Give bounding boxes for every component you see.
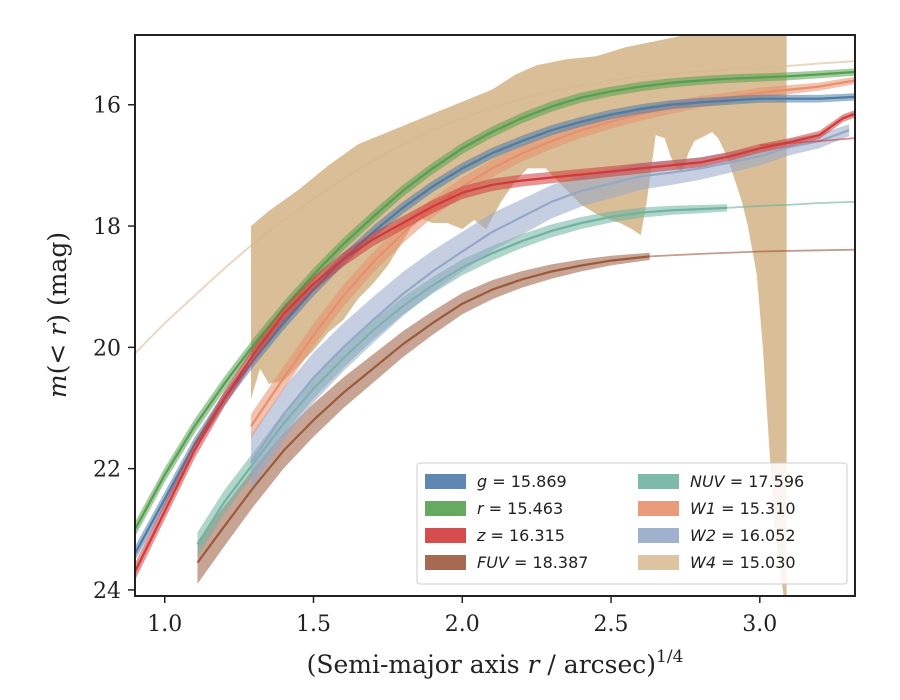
series-line-r — [135, 70, 855, 530]
x-tick-label: 1.5 — [296, 612, 331, 637]
series-extrapolation-z — [759, 137, 855, 147]
y-tick-label: 24 — [93, 579, 121, 604]
y-tick-label: 18 — [93, 215, 121, 240]
plot-frame — [134, 34, 856, 597]
series-extrapolation-FUV — [649, 248, 855, 258]
band-FUV — [197, 252, 650, 584]
series-line-W1 — [250, 79, 855, 427]
legend-swatch-g — [425, 474, 466, 489]
band-W4 — [251, 35, 787, 596]
legend-label-z: z = 16.315 — [476, 526, 565, 545]
legend-label-NUV: NUV = 17.596 — [690, 472, 804, 491]
x-tick-label: 3.0 — [742, 612, 777, 637]
series-layer — [135, 35, 855, 596]
series-line-z — [135, 112, 855, 573]
x-axis-ticks: 1.0 1.5 2.0 2.5 3.0 — [147, 596, 777, 637]
y-axis-label: m(< r) (mag) — [43, 232, 72, 398]
series-extrapolation-NUV — [727, 200, 855, 209]
legend-swatch-z — [425, 528, 466, 543]
legend-swatch-FUV — [425, 555, 466, 570]
y-tick-label: 16 — [93, 94, 121, 119]
x-tick-label: 1.0 — [147, 612, 182, 637]
band-W1 — [251, 76, 855, 439]
band-W2 — [251, 124, 849, 490]
y-tick-label: 20 — [93, 336, 121, 361]
legend-swatch-NUV — [638, 474, 679, 489]
legend-label-FUV: FUV = 18.387 — [477, 553, 588, 572]
x-tick-label: 2.5 — [594, 612, 629, 637]
band-NUV — [197, 204, 728, 557]
legend-swatch-r — [425, 501, 466, 516]
legend-label-W1: W1 = 15.310 — [690, 499, 796, 518]
series-line-W2 — [250, 129, 850, 464]
legend-label-W4: W4 = 15.030 — [690, 553, 796, 572]
x-axis-label: (Semi-major axis r / arcsec)1/4 — [307, 647, 684, 679]
legend-swatch-W4 — [638, 555, 679, 570]
series-line-FUV — [196, 255, 650, 564]
legend-swatch-W2 — [638, 528, 679, 543]
y-axis-ticks: 16 18 20 22 24 — [93, 94, 135, 604]
legend-label-r: r = 15.463 — [477, 499, 563, 518]
series-line-W4 — [135, 60, 855, 355]
x-tick-label: 2.0 — [445, 612, 480, 637]
y-tick-label: 22 — [93, 458, 121, 483]
legend: g = 15.869 r = 15.463 z = 16.315 FUV = 18.3… — [416, 462, 848, 585]
legend-label-W2: W2 = 16.052 — [690, 526, 796, 545]
legend-box — [416, 462, 848, 585]
legend-swatch-W1 — [638, 501, 679, 516]
legend-label-g: g = 15.869 — [477, 472, 567, 491]
